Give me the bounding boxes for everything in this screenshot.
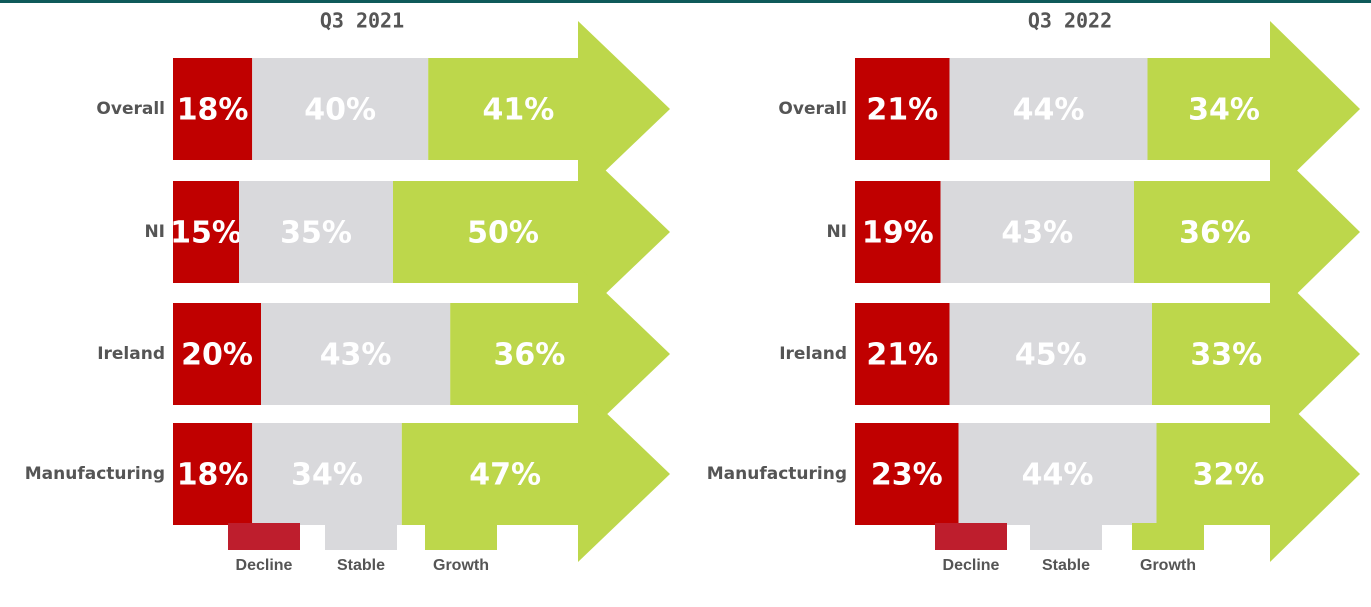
bar-segment — [855, 423, 959, 525]
bar-segment — [1147, 58, 1301, 160]
value-label: 41% — [482, 93, 554, 128]
value-label: 33% — [1190, 338, 1262, 373]
value-label: 44% — [1013, 93, 1085, 128]
category-label: Manufacturing — [707, 464, 847, 484]
chart-title: Q3 2022 — [1028, 9, 1112, 33]
bar-segment — [949, 58, 1148, 160]
bar-segment — [1156, 423, 1301, 525]
value-label: 21% — [866, 93, 938, 128]
bar-segment — [393, 181, 613, 283]
legend-label: Growth — [1140, 557, 1196, 574]
value-label: 20% — [181, 338, 253, 373]
legend-label: Growth — [433, 557, 489, 574]
bar-segment — [261, 303, 451, 405]
value-label: 43% — [1001, 216, 1073, 251]
value-label: 40% — [304, 93, 376, 128]
category-label: Ireland — [97, 344, 165, 364]
value-label: 45% — [1015, 338, 1087, 373]
bar-segment — [450, 303, 609, 405]
bar-segment — [958, 423, 1157, 525]
legend-label: Stable — [1042, 557, 1090, 574]
bar-segment — [1134, 181, 1296, 283]
bar-segment — [252, 58, 429, 160]
bar-segment — [252, 423, 402, 525]
bar-segment — [173, 303, 261, 405]
legend-swatch — [228, 523, 300, 550]
value-label: 18% — [177, 458, 249, 493]
category-label: Manufacturing — [25, 464, 165, 484]
bar-segment — [949, 303, 1152, 405]
value-label: 36% — [1179, 216, 1251, 251]
legend-label: Stable — [337, 557, 385, 574]
legend-label: Decline — [943, 557, 1000, 574]
bar-segment — [855, 303, 950, 405]
value-label: 18% — [177, 93, 249, 128]
value-label: 15% — [170, 216, 242, 251]
value-label: 23% — [871, 458, 943, 493]
category-label: Overall — [96, 99, 165, 119]
value-label: 35% — [280, 216, 352, 251]
value-label: 44% — [1022, 458, 1094, 493]
value-label: 47% — [469, 458, 541, 493]
bar-segment — [401, 423, 609, 525]
bar-segment — [855, 58, 950, 160]
value-label: 34% — [291, 458, 363, 493]
bar-segment — [428, 58, 609, 160]
legend-label: Decline — [236, 557, 293, 574]
bar-segment — [239, 181, 393, 283]
legend-swatch — [325, 523, 397, 550]
legend-swatch — [935, 523, 1007, 550]
value-label: 43% — [320, 338, 392, 373]
bar-segment — [173, 58, 253, 160]
value-label: 36% — [493, 338, 565, 373]
top-rule — [0, 0, 1371, 3]
chart-title: Q3 2021 — [320, 9, 404, 33]
bar-segment — [173, 181, 239, 283]
value-label: 32% — [1193, 458, 1265, 493]
category-label: NI — [826, 222, 847, 242]
legend-swatch — [425, 523, 497, 550]
category-label: Ireland — [779, 344, 847, 364]
value-label: 19% — [862, 216, 934, 251]
value-label: 34% — [1188, 93, 1260, 128]
value-label: 50% — [467, 216, 539, 251]
value-label: 21% — [866, 338, 938, 373]
bar-segment — [855, 181, 941, 283]
category-label: NI — [144, 222, 165, 242]
bar-segment — [940, 181, 1134, 283]
bar-segment — [1152, 303, 1301, 405]
legend-swatch — [1030, 523, 1102, 550]
legend-swatch — [1132, 523, 1204, 550]
category-label: Overall — [778, 99, 847, 119]
bar-segment — [173, 423, 253, 525]
